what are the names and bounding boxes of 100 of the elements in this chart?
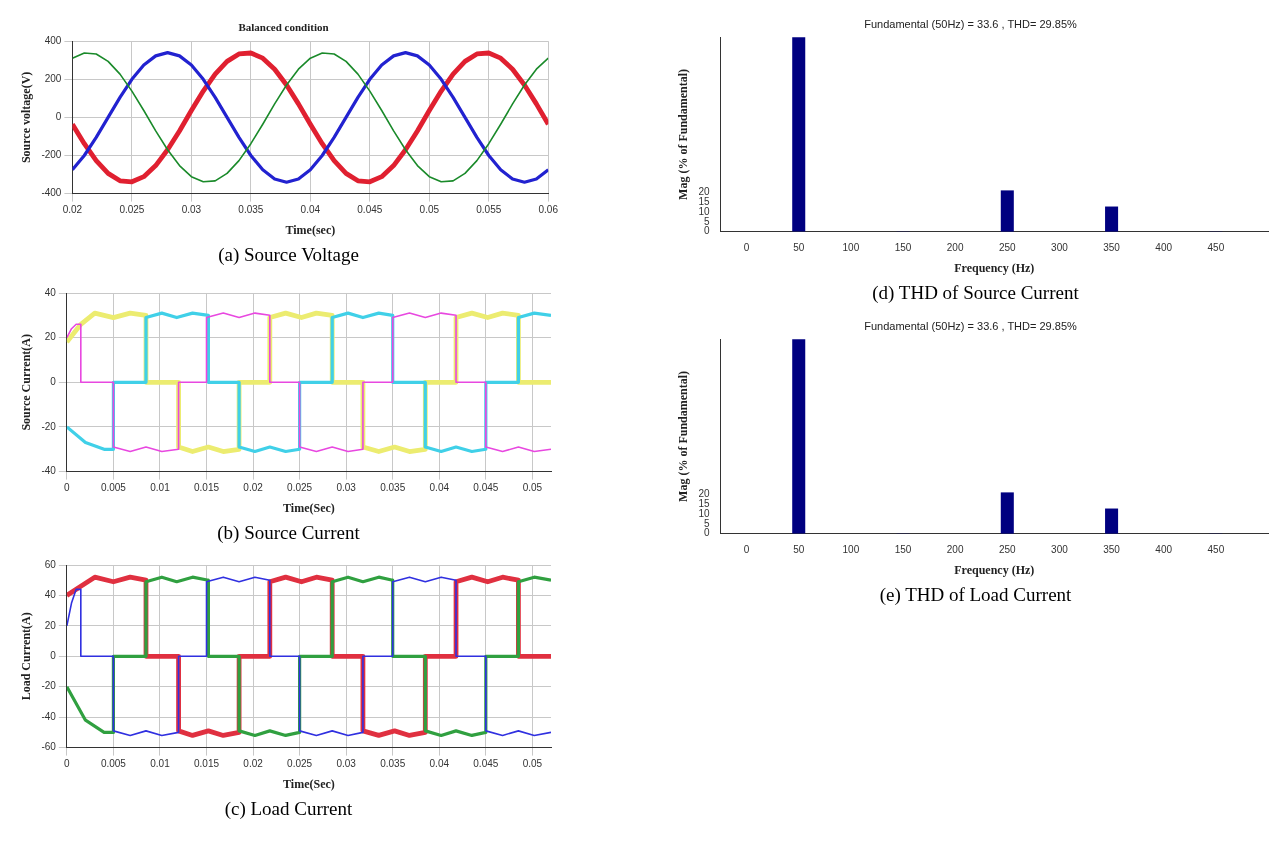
y-tick-label: 10 — [698, 507, 710, 519]
x-tick-label: 0.045 — [473, 758, 499, 770]
x-tick-label: 350 — [1103, 242, 1121, 254]
x-tick-label: 300 — [1051, 242, 1069, 254]
x-tick-label: 400 — [1155, 242, 1173, 254]
chart-title: Balanced condition — [238, 21, 329, 34]
bar — [792, 339, 806, 534]
y-tick-label: 20 — [44, 619, 57, 631]
x-tick-label: 50 — [793, 242, 805, 254]
y-tick-label: 200 — [44, 73, 62, 85]
x-tick-label: 0.005 — [100, 482, 127, 494]
x-axis-title: Time(Sec) — [283, 500, 335, 515]
y-tick-label: -40 — [41, 710, 57, 722]
y-tick-label: -40 — [41, 465, 57, 477]
y-axis-title: Source voltage(V) — [19, 71, 34, 164]
x-axis-title: Frequency (Hz) — [954, 562, 1035, 577]
y-tick-label: 20 — [698, 488, 710, 500]
y-tick-label: 10 — [698, 205, 710, 217]
y-axis-title: Load Current(A) — [19, 612, 34, 701]
y-tick-label: 40 — [44, 589, 57, 601]
x-tick-label: 250 — [998, 242, 1017, 254]
y-tick-label: 0 — [55, 111, 62, 123]
x-tick-label: 200 — [946, 544, 964, 556]
bar — [1105, 206, 1119, 232]
y-axis-title: Source Current(A) — [19, 334, 34, 431]
text: (e) THD of Load Current — [878, 584, 1073, 606]
x-tick-label: 400 — [1155, 544, 1173, 556]
x-tick-label: 0.03 — [336, 482, 357, 494]
x-tick-label: 0.045 — [473, 482, 499, 494]
y-tick-label: -20 — [41, 680, 57, 692]
x-tick-label: 350 — [1103, 544, 1121, 556]
bar — [1000, 190, 1014, 232]
x-axis-title: Time(sec) — [285, 222, 336, 237]
text: (c) Load Current — [223, 798, 354, 820]
x-tick-label: 0.015 — [194, 482, 220, 494]
y-tick-label: 20 — [698, 186, 710, 198]
chart-title: Fundamental (50Hz) = 33.6 , THD= 29.85% — [864, 17, 1078, 30]
y-tick-label: 5 — [703, 215, 710, 227]
x-tick-label: 100 — [842, 544, 860, 556]
x-tick-label: 0.01 — [150, 758, 171, 770]
text: (b) Source Current — [216, 522, 361, 544]
x-tick-label: 0.05 — [419, 204, 440, 216]
x-tick-label: 100 — [842, 242, 860, 254]
x-tick-label: 50 — [793, 544, 805, 556]
x-tick-label: 0.025 — [119, 204, 145, 216]
x-tick-label: 0 — [743, 544, 750, 556]
x-tick-label: 450 — [1207, 242, 1225, 254]
x-tick-label: 0.035 — [238, 204, 264, 216]
x-tick-label: 200 — [946, 242, 964, 254]
y-axis-title: Mag (% of Fundamental) — [676, 68, 691, 200]
y-tick-label: -60 — [41, 741, 57, 753]
x-tick-label: 0.05 — [522, 758, 543, 770]
x-tick-label: 150 — [894, 242, 912, 254]
y-tick-label: -200 — [41, 149, 62, 161]
x-tick-label: 0.025 — [287, 758, 313, 770]
x-axis-title: Time(Sec) — [283, 776, 335, 791]
x-tick-label: 0.015 — [194, 758, 220, 770]
y-tick-label: 20 — [44, 331, 57, 343]
bar — [1105, 508, 1119, 534]
x-axis-title: Frequency (Hz) — [954, 260, 1035, 275]
y-tick-label: 60 — [44, 558, 57, 570]
y-tick-label: 400 — [44, 34, 62, 46]
x-tick-label: 300 — [1051, 544, 1069, 556]
x-tick-label: 0.02 — [243, 482, 264, 494]
x-tick-label: 0.03 — [181, 204, 202, 216]
bar — [792, 37, 806, 232]
text: (a) Source Voltage — [217, 244, 360, 266]
x-tick-label: 0 — [64, 758, 71, 770]
y-axis-title: Mag (% of Fundamental) — [676, 370, 691, 502]
x-tick-label: 0 — [64, 482, 71, 494]
y-tick-label: 0 — [50, 376, 57, 388]
x-tick-label: 0.06 — [538, 204, 559, 216]
y-tick-label: 0 — [703, 527, 710, 539]
x-tick-label: 0.04 — [429, 758, 450, 770]
x-tick-label: 0.03 — [336, 758, 357, 770]
y-tick-label: 5 — [703, 517, 710, 529]
y-tick-label: -400 — [41, 187, 62, 199]
chart-title: Fundamental (50Hz) = 33.6 , THD= 29.85% — [864, 319, 1078, 332]
x-tick-label: 0.025 — [287, 482, 313, 494]
y-tick-label: 15 — [698, 196, 710, 208]
x-tick-label: 0 — [743, 242, 750, 254]
bar — [1000, 492, 1014, 534]
x-tick-label: 0.005 — [100, 758, 127, 770]
x-tick-label: 0.045 — [357, 204, 383, 216]
x-tick-label: 0.035 — [380, 482, 406, 494]
y-tick-label: 0 — [50, 650, 57, 662]
x-tick-label: 0.02 — [243, 758, 264, 770]
x-tick-label: 0.04 — [429, 482, 450, 494]
text: (d) THD of Source Current — [871, 282, 1080, 304]
y-tick-label: 0 — [703, 225, 710, 237]
y-tick-label: 15 — [698, 498, 710, 510]
x-tick-label: 0.05 — [522, 482, 543, 494]
y-tick-label: 40 — [44, 286, 57, 298]
x-tick-label: 250 — [998, 544, 1017, 556]
x-tick-label: 150 — [894, 544, 912, 556]
x-tick-label: 0.01 — [150, 482, 171, 494]
x-tick-label: 0.055 — [476, 204, 502, 216]
x-tick-label: 0.02 — [62, 204, 83, 216]
x-tick-label: 450 — [1207, 544, 1225, 556]
x-tick-label: 0.04 — [300, 204, 321, 216]
